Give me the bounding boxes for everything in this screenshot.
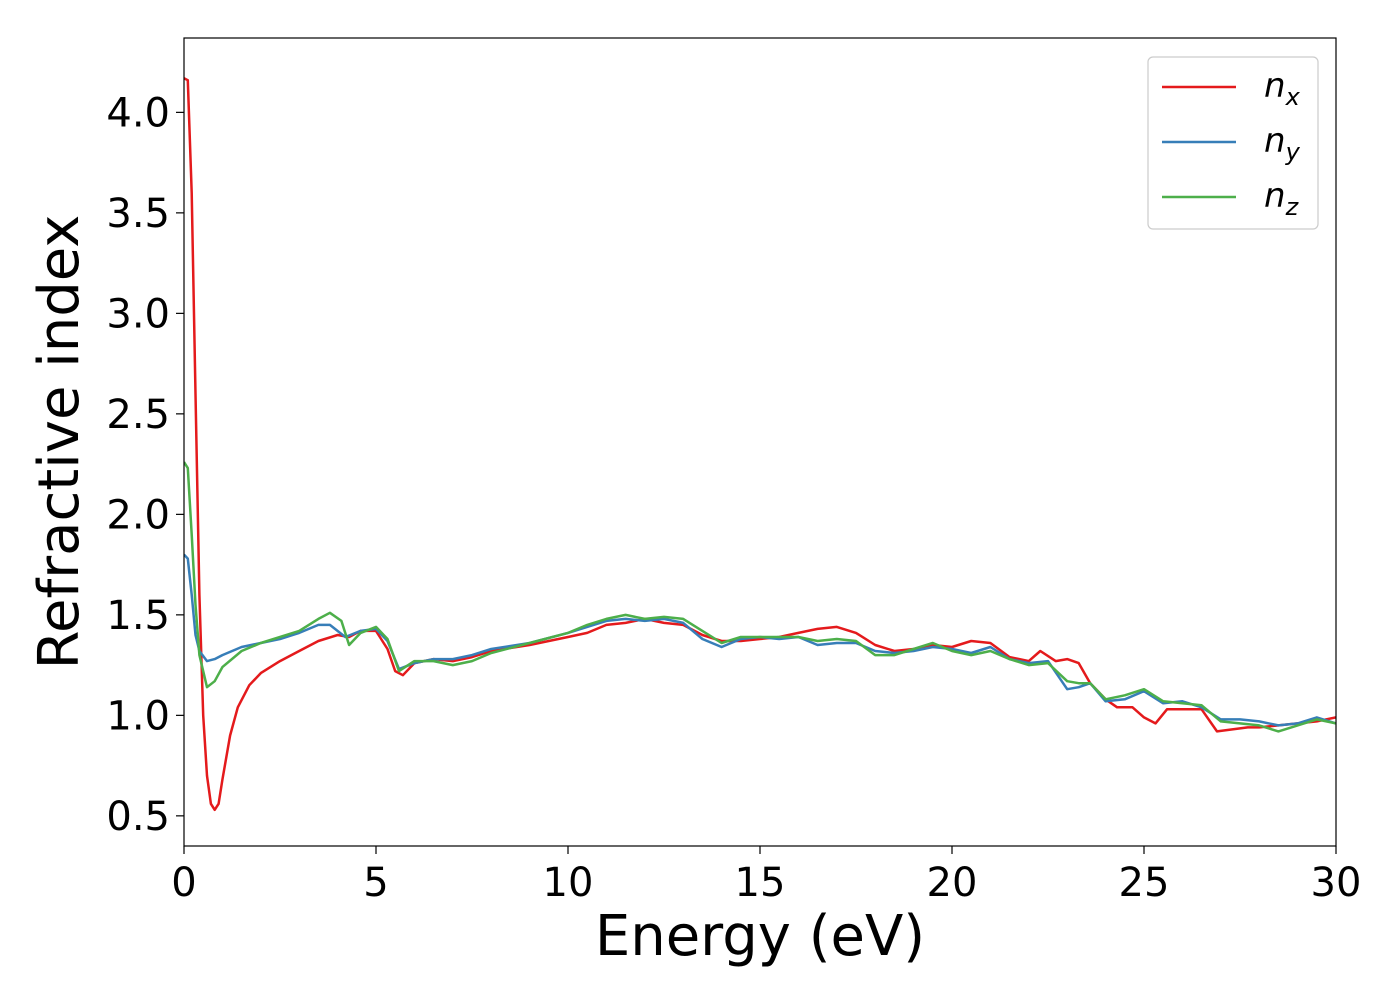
x-tick-label: 25	[1119, 860, 1170, 906]
y-axis-title: Refractive index	[27, 215, 92, 670]
y-tick-label: 1.0	[106, 693, 170, 739]
x-tick-label: 10	[543, 860, 594, 906]
y-tick-label: 2.0	[106, 492, 170, 538]
series-line-ny	[184, 553, 1336, 727]
y-tick-label: 1.5	[106, 593, 170, 639]
series-line-nx	[184, 77, 1336, 812]
x-tick-label: 15	[735, 860, 786, 906]
y-tick-label: 4.0	[106, 90, 170, 136]
legend-entry: nz	[1264, 176, 1300, 221]
x-tick-label: 0	[171, 860, 196, 906]
legend: nx ny nz	[1147, 56, 1319, 230]
legend-entry: nx	[1264, 66, 1301, 111]
series-line-nz	[184, 461, 1336, 733]
y-axis: 0.5 1.0 1.5 2.0 2.5 3.0 3.5 4.0	[106, 90, 184, 840]
y-tick-label: 2.5	[106, 392, 170, 438]
y-tick-label: 3.5	[106, 191, 170, 237]
x-tick-label: 5	[363, 860, 388, 906]
y-tick-label: 3.0	[106, 291, 170, 337]
x-axis: 0 5 10 15 20 25 30	[171, 846, 1361, 906]
x-axis-title: Energy (eV)	[595, 904, 925, 969]
y-tick-label: 0.5	[106, 794, 170, 840]
x-tick-label: 20	[927, 860, 978, 906]
x-tick-label: 30	[1311, 860, 1362, 906]
series-layer	[184, 77, 1336, 812]
legend-entry: ny	[1264, 121, 1301, 166]
